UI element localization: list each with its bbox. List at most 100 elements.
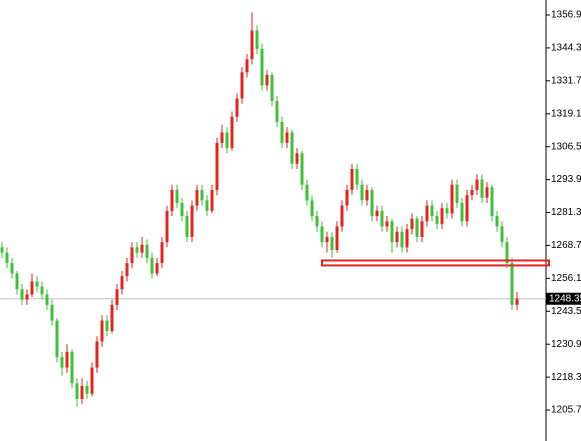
y-tick-label: 1205.75 — [551, 405, 581, 416]
candle-body — [240, 72, 244, 99]
candle-body — [400, 231, 404, 248]
candle-body — [350, 169, 354, 190]
candle-body — [55, 320, 59, 358]
candle-body — [130, 247, 134, 264]
candle-body — [455, 184, 459, 203]
y-tick-label: 1331.75 — [551, 75, 581, 86]
candle-body — [245, 59, 249, 73]
candle-body — [285, 132, 289, 143]
candle-body — [445, 208, 449, 214]
candle-body — [175, 189, 179, 203]
candle-body — [370, 189, 374, 217]
candle-body — [150, 257, 154, 274]
candle-body — [105, 320, 109, 332]
candle-body — [440, 208, 444, 224]
candle-body — [380, 210, 384, 227]
candle-body — [90, 367, 94, 394]
candle-body — [410, 218, 414, 230]
candle-body — [505, 242, 509, 264]
last-price-label: 1248.35 — [549, 293, 581, 304]
candle-body — [345, 189, 349, 206]
y-tick-label: 1344.35 — [551, 43, 581, 54]
candle-body — [15, 273, 19, 290]
candle-body — [510, 263, 514, 305]
candle-body — [335, 226, 339, 251]
y-tick-label: 1306.55 — [551, 141, 581, 152]
candle-body — [500, 226, 504, 243]
candle-body — [100, 320, 104, 342]
candle-body — [120, 276, 124, 290]
candle-body — [50, 304, 54, 321]
candle-body — [405, 229, 409, 248]
y-tick-label: 1268.75 — [551, 240, 581, 251]
candle-body — [185, 216, 189, 237]
y-tick-label: 1243.55 — [551, 306, 581, 317]
y-tick-label: 1293.95 — [551, 174, 581, 185]
candle-body — [360, 184, 364, 201]
candle-body — [205, 200, 209, 211]
candle-body — [40, 286, 44, 295]
candle-body — [135, 247, 139, 253]
candle-body — [435, 216, 439, 224]
candle-body — [460, 202, 464, 222]
candle-body — [145, 244, 149, 258]
candle-body — [265, 74, 269, 86]
candle-body — [355, 169, 359, 185]
candle-body — [200, 189, 204, 201]
candle-body — [415, 218, 419, 237]
candle-body — [0, 247, 4, 253]
candle-body — [35, 281, 39, 287]
candle-body — [255, 30, 259, 49]
candle-body — [30, 281, 34, 295]
candle-body — [485, 187, 489, 198]
candle-body — [65, 351, 69, 368]
candle-body — [165, 210, 169, 243]
candle-body — [260, 48, 264, 86]
candle-body — [85, 385, 89, 394]
candle-body — [45, 294, 49, 305]
last-price-tag — [546, 292, 581, 305]
y-tick-label: 1256.15 — [551, 273, 581, 284]
candle-body — [155, 263, 159, 274]
candle-body — [490, 187, 494, 217]
candle-body — [125, 263, 129, 277]
candle-body — [210, 189, 214, 211]
candle-body — [475, 179, 479, 190]
candle-body — [425, 205, 429, 222]
candle-body — [140, 244, 144, 253]
candle-body — [5, 252, 9, 264]
candle-body — [95, 341, 99, 368]
candle-body — [385, 221, 389, 227]
candle-body — [305, 184, 309, 201]
candle-body — [470, 189, 474, 196]
candle-body — [180, 202, 184, 217]
candle-body — [250, 30, 254, 60]
candle-body — [320, 226, 324, 243]
candle-body — [515, 298, 519, 305]
candle-body — [315, 216, 319, 227]
candle-body — [310, 200, 314, 217]
candle-body — [170, 189, 174, 211]
candle-body — [115, 289, 119, 305]
candle-body — [70, 351, 74, 384]
candle-body — [375, 210, 379, 217]
candle-body — [10, 263, 14, 274]
candle-body — [495, 216, 499, 227]
candle-body — [160, 242, 164, 264]
candle-body — [235, 98, 239, 117]
candle-body — [275, 101, 279, 122]
y-tick-label: 1281.35 — [551, 207, 581, 218]
candle-body — [430, 205, 434, 217]
candle-body — [190, 205, 194, 237]
y-tick-label: 1319.15 — [551, 108, 581, 119]
candle-body — [480, 179, 484, 198]
candle-body — [280, 121, 284, 143]
candle-body — [60, 357, 64, 368]
candle-body — [420, 221, 424, 237]
candle-body — [390, 221, 394, 243]
candle-body — [365, 189, 369, 201]
candle-body — [300, 153, 304, 185]
candle-body — [395, 231, 399, 243]
